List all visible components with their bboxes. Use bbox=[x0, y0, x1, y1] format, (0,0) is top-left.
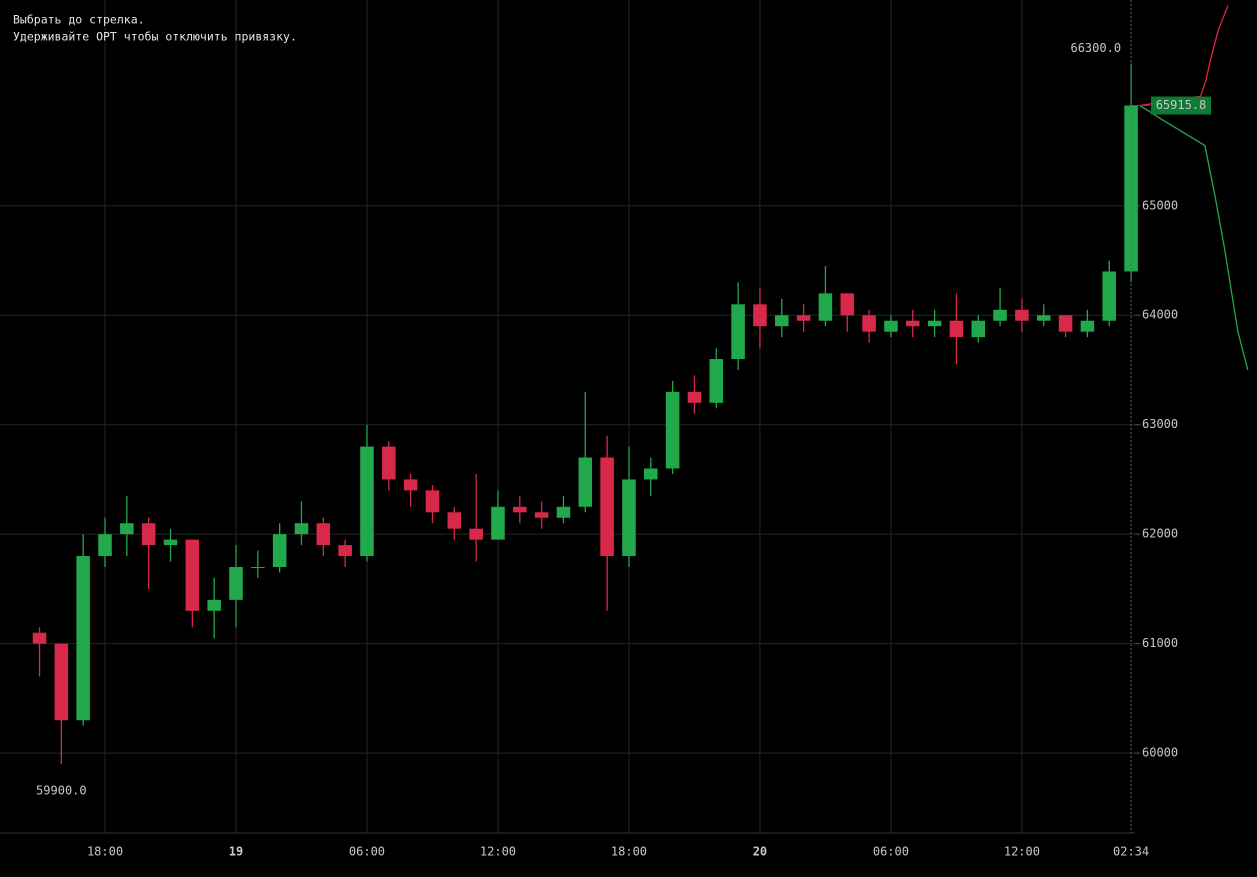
candle-body bbox=[425, 490, 440, 513]
candle-body bbox=[513, 506, 527, 513]
candle-body bbox=[971, 320, 986, 338]
y-tick-label: 64000 bbox=[1142, 308, 1178, 322]
candle-body bbox=[294, 523, 309, 535]
last-price-label: 65915.8 bbox=[1156, 98, 1207, 112]
candle-body bbox=[338, 545, 352, 557]
y-tick-label: 60000 bbox=[1142, 746, 1178, 760]
candle-body bbox=[622, 479, 636, 557]
x-tick-label: 18:00 bbox=[87, 845, 123, 859]
candle-body bbox=[185, 539, 200, 611]
candle-body bbox=[1102, 271, 1117, 321]
candle-body bbox=[1058, 315, 1073, 332]
candle-body bbox=[818, 293, 833, 321]
y-tick-label: 62000 bbox=[1142, 527, 1178, 541]
candle-body bbox=[1015, 309, 1029, 321]
candle-body bbox=[54, 643, 69, 721]
y-tick-label: 63000 bbox=[1142, 417, 1178, 431]
candle-body bbox=[382, 446, 396, 480]
candle-body bbox=[665, 391, 680, 469]
candle-body bbox=[316, 523, 331, 546]
candle-body bbox=[1036, 315, 1051, 321]
x-tick-label: 12:00 bbox=[480, 845, 516, 859]
candle-body bbox=[644, 468, 658, 480]
candle-body bbox=[905, 320, 920, 327]
candle-body bbox=[491, 506, 505, 540]
candle-body bbox=[534, 512, 549, 518]
candle-body bbox=[120, 523, 134, 535]
x-tick-label: 18:00 bbox=[611, 845, 647, 859]
depth-bids bbox=[1139, 104, 1249, 371]
x-tick-label: 06:00 bbox=[873, 845, 909, 859]
candle-body bbox=[1080, 320, 1095, 332]
candle-body bbox=[753, 304, 767, 327]
crosshair-label-bg bbox=[1109, 843, 1154, 861]
x-tick-label: 19 bbox=[229, 845, 243, 859]
candle-body bbox=[949, 320, 964, 338]
x-tick-label: 06:00 bbox=[349, 845, 385, 859]
candle-body bbox=[862, 315, 876, 332]
candle-body bbox=[207, 599, 221, 611]
low-label: 59900.0 bbox=[36, 784, 87, 798]
candle-body bbox=[600, 457, 614, 557]
crosshair-label: 02:34 bbox=[1113, 845, 1149, 859]
candle-body bbox=[32, 632, 47, 644]
candle-body bbox=[884, 320, 898, 332]
x-tick-label: 20 bbox=[753, 845, 767, 859]
candle-body bbox=[731, 304, 745, 360]
last-price-badge bbox=[1151, 96, 1211, 115]
candle-body bbox=[251, 567, 265, 569]
candle-body bbox=[360, 446, 374, 557]
candle-body bbox=[993, 309, 1007, 321]
candle-body bbox=[709, 359, 724, 403]
candle-body bbox=[556, 506, 571, 518]
x-tick-label: 12:00 bbox=[1004, 845, 1040, 859]
candle-body bbox=[927, 320, 942, 327]
candle-body bbox=[796, 315, 811, 321]
candle-body bbox=[578, 457, 593, 507]
candle-body bbox=[141, 523, 156, 546]
candle-body bbox=[98, 534, 112, 557]
candle-body bbox=[403, 479, 418, 491]
candle-body bbox=[775, 315, 789, 327]
candle-body bbox=[163, 539, 178, 546]
candle-body bbox=[447, 512, 462, 529]
candle-body bbox=[687, 391, 702, 403]
candle-body bbox=[469, 528, 483, 540]
y-tick-label: 65000 bbox=[1142, 198, 1178, 212]
high-label: 66300.0 bbox=[1070, 41, 1121, 55]
candle-body bbox=[229, 567, 243, 600]
candle-body bbox=[272, 534, 287, 568]
hint-line: Удерживайте OPT чтобы отключить привязку… bbox=[13, 30, 297, 44]
y-tick-label: 61000 bbox=[1142, 636, 1178, 650]
hint-line: Выбрать до стрелка. bbox=[13, 13, 145, 27]
candle-body bbox=[840, 293, 855, 316]
candle-body bbox=[76, 556, 90, 721]
